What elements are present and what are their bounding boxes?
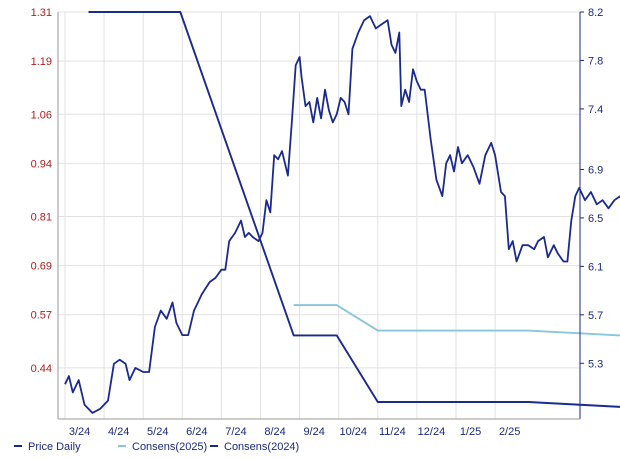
right-tick-label: 6.1 <box>588 261 603 273</box>
left-tick-label: 0.44 <box>31 363 52 375</box>
x-tick-label: 2/25 <box>499 426 520 438</box>
x-tick-label: 3/24 <box>69 426 90 438</box>
right-axis-ticks: 8.2 7.8 7.4 6.9 6.5 6.1 5.7 5.3 <box>580 7 603 370</box>
left-tick-label: 1.31 <box>31 7 52 19</box>
x-tick-label: 8/24 <box>264 426 285 438</box>
right-tick-label: 6.9 <box>588 164 603 176</box>
left-tick-label: 0.57 <box>31 310 52 322</box>
series-line-consens-2024 <box>88 11 620 408</box>
right-tick-label: 5.7 <box>588 310 603 322</box>
left-tick-label: 0.81 <box>31 212 52 224</box>
x-tick-label: 9/24 <box>303 426 324 438</box>
series-line-price-daily <box>64 15 620 414</box>
x-tick-label: 4/24 <box>108 426 129 438</box>
right-tick-label: 6.5 <box>588 213 603 225</box>
x-tick-label: 1/25 <box>460 426 481 438</box>
right-tick-label: 7.4 <box>588 104 603 116</box>
x-tick-label: 11/24 <box>379 426 406 438</box>
left-tick-label: 1.06 <box>31 109 52 121</box>
right-tick-label: 5.3 <box>588 358 603 370</box>
legend: Price Daily Consens(2025) Consens(2024) <box>14 441 299 453</box>
left-tick-label: 0.69 <box>31 261 52 273</box>
left-axis-ticks: 1.31 1.19 1.06 0.94 0.81 0.69 0.57 0.44 <box>31 7 52 375</box>
x-tick-label: 7/24 <box>225 426 246 438</box>
series-lines <box>64 11 620 414</box>
x-axis-ticks: 3/24 4/24 5/24 6/24 7/24 8/24 9/24 10/24 11/24 12… <box>69 426 521 438</box>
x-tick-label: 10/24 <box>339 426 367 438</box>
axes <box>57 12 581 420</box>
x-tick-label: 12/24 <box>418 426 446 438</box>
legend-label: Consens(2025) <box>132 441 207 453</box>
right-tick-label: 8.2 <box>588 7 603 19</box>
legend-label: Consens(2024) <box>224 441 299 453</box>
x-tick-label: 5/24 <box>147 426 168 438</box>
series-line-consens-2025 <box>293 304 620 337</box>
left-tick-label: 0.94 <box>31 158 52 170</box>
x-tick-label: 6/24 <box>186 426 207 438</box>
right-tick-label: 7.8 <box>588 55 603 67</box>
left-tick-label: 1.19 <box>31 56 52 68</box>
grid-lines <box>58 11 580 419</box>
legend-label: Price Daily <box>28 441 81 453</box>
